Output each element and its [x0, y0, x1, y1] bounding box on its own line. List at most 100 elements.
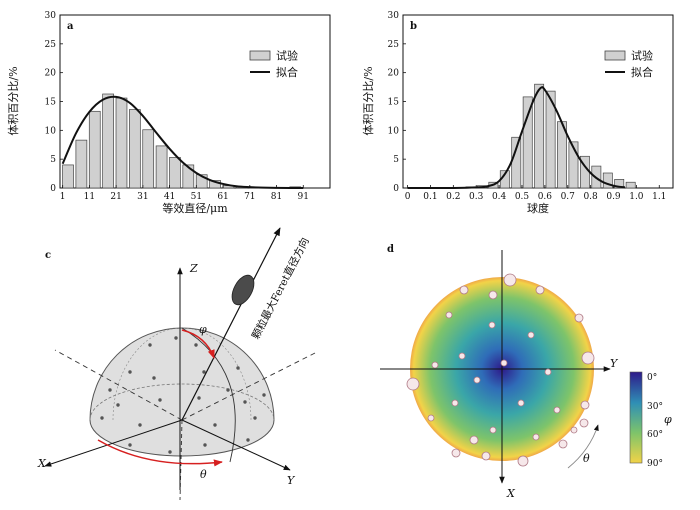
- orientation-point: [570, 426, 578, 434]
- hemisphere-point: [128, 370, 132, 374]
- orientation-point: [445, 311, 453, 319]
- orientation-point: [580, 400, 590, 410]
- panel-b-xtick-label: 0.7: [561, 192, 576, 202]
- phi-arc: [181, 329, 215, 359]
- panel-b-ylabel: 体积百分比/%: [361, 66, 375, 135]
- phi-label: φ: [199, 323, 207, 336]
- panel-a-legend-line-label: 拟合: [276, 65, 298, 79]
- panel-b-xtick-label: 0.6: [538, 192, 553, 202]
- panel-a-legend-bar-swatch: [249, 50, 271, 61]
- panel-c-diagram: c Z X Y φ θ 颗粒最大Feret直径方向: [37, 227, 316, 501]
- colorbar-tick-60: 60°: [647, 430, 663, 440]
- hemisphere-point: [197, 396, 201, 400]
- panel-b-bar: [568, 141, 579, 189]
- panel-a-ytick-label: 30: [45, 11, 57, 21]
- panel-a-xlabel: 等效直径/μm: [162, 201, 228, 215]
- panel-b-bar: [614, 179, 625, 189]
- panel-a-ylabel: 体积百分比/%: [6, 66, 20, 135]
- orientation-point: [406, 377, 420, 391]
- dashed-axis-2: [54, 349, 183, 421]
- orientation-point: [458, 352, 466, 360]
- y-axis: [181, 419, 291, 471]
- panel-b-xtick-label: 0.5: [515, 192, 530, 202]
- panel-b-bar: [602, 172, 613, 189]
- panel-a-legend: 试验 拟合: [249, 49, 298, 79]
- panel-b-xtick-label: 0.8: [583, 192, 598, 202]
- panel-a-bar: [155, 145, 168, 189]
- orientation-point: [500, 359, 508, 367]
- feret-meridian: [181, 327, 236, 463]
- panel-b-xtick-label: 0.4: [492, 192, 507, 202]
- orientation-point: [469, 435, 479, 445]
- panel-b-xtick-label: 1.1: [652, 192, 666, 202]
- hemisphere-point: [168, 450, 172, 454]
- panel-b-ytick-label: 30: [388, 11, 400, 21]
- orientation-point: [517, 455, 529, 467]
- panel-b-bar: [511, 136, 522, 189]
- x-axis-label: X: [37, 457, 47, 470]
- orientation-point: [544, 368, 552, 376]
- panel-a-ytick-label: 0: [50, 184, 56, 194]
- hemisphere-point: [253, 416, 257, 420]
- z-axis-label: Z: [189, 262, 198, 275]
- orientation-point: [558, 439, 568, 449]
- panel-a-bar: [62, 164, 74, 189]
- panel-b-ytick-label: 10: [388, 126, 400, 136]
- theta-direction-arrow: [567, 424, 599, 469]
- panel-b-ytick-label: 0: [393, 184, 399, 194]
- panel-d-label: d: [387, 244, 394, 255]
- orientation-point: [503, 273, 517, 287]
- panel-a-label: a: [67, 21, 74, 32]
- panel-a-fit-line: [61, 95, 304, 189]
- orientation-point: [532, 433, 540, 441]
- hemisphere-point: [243, 400, 247, 404]
- hemisphere-point: [236, 366, 240, 370]
- disk-x-label: X: [506, 487, 516, 500]
- dashed-axis-3: [179, 419, 183, 501]
- panel-a-bar: [169, 157, 181, 189]
- orientation-point: [553, 406, 561, 414]
- particle-icon: [231, 274, 255, 306]
- panel-a-bar: [129, 109, 141, 189]
- panel-a-xtick-label: 41: [164, 192, 175, 202]
- hemisphere-point: [174, 336, 178, 340]
- orientation-point: [451, 448, 461, 458]
- hemisphere-back-rim: [89, 383, 275, 421]
- hemisphere-points: [100, 336, 266, 454]
- panel-b-bar: [545, 90, 556, 189]
- hemisphere-point: [108, 388, 112, 392]
- panel-b-xlabel: 球度: [527, 201, 549, 215]
- disk-y-label: Y: [610, 357, 619, 370]
- panel-b-legend-line-label: 拟合: [631, 65, 653, 79]
- colorbar: [629, 371, 643, 464]
- panel-b-xtick-label: 0.9: [606, 192, 621, 202]
- panel-b-ytick-label: 20: [388, 69, 400, 79]
- theta-label: θ: [200, 468, 207, 481]
- panel-b-bar: [625, 181, 636, 189]
- panel-b-xtick-label: 0.1: [423, 192, 437, 202]
- orientation-point: [481, 451, 491, 461]
- hemisphere-point: [158, 398, 162, 402]
- hemisphere-point: [128, 443, 132, 447]
- hemisphere-point: [138, 423, 142, 427]
- orientation-point: [517, 399, 525, 407]
- panel-a-bar: [182, 164, 195, 189]
- panel-b-legend: 试验 拟合: [604, 49, 653, 79]
- orientation-point: [451, 399, 459, 407]
- colorbar-tick-30: 30°: [647, 402, 663, 412]
- panel-a-ytick-label: 10: [45, 126, 57, 136]
- panel-b-xtick-label: 0.3: [469, 192, 484, 202]
- orientation-point: [579, 418, 589, 428]
- hemisphere-point: [202, 370, 206, 374]
- panel-a-legend-bar-label: 试验: [276, 49, 298, 63]
- panel-a-xtick-label: 51: [191, 192, 202, 202]
- panel-a-xtick-label: 81: [271, 192, 282, 202]
- panel-a-bar: [102, 93, 114, 189]
- panel-b-chart: 0 0.1 0.2 0.3 0.4 0.5 0.6 0.7 0.8 0.9 1.0 1.1 0 5 10 1…: [361, 11, 674, 215]
- panel-a-bar: [88, 110, 101, 189]
- panel-b-bar: [534, 83, 545, 189]
- panel-a-xtick-label: 31: [137, 192, 148, 202]
- orientation-point: [489, 426, 497, 434]
